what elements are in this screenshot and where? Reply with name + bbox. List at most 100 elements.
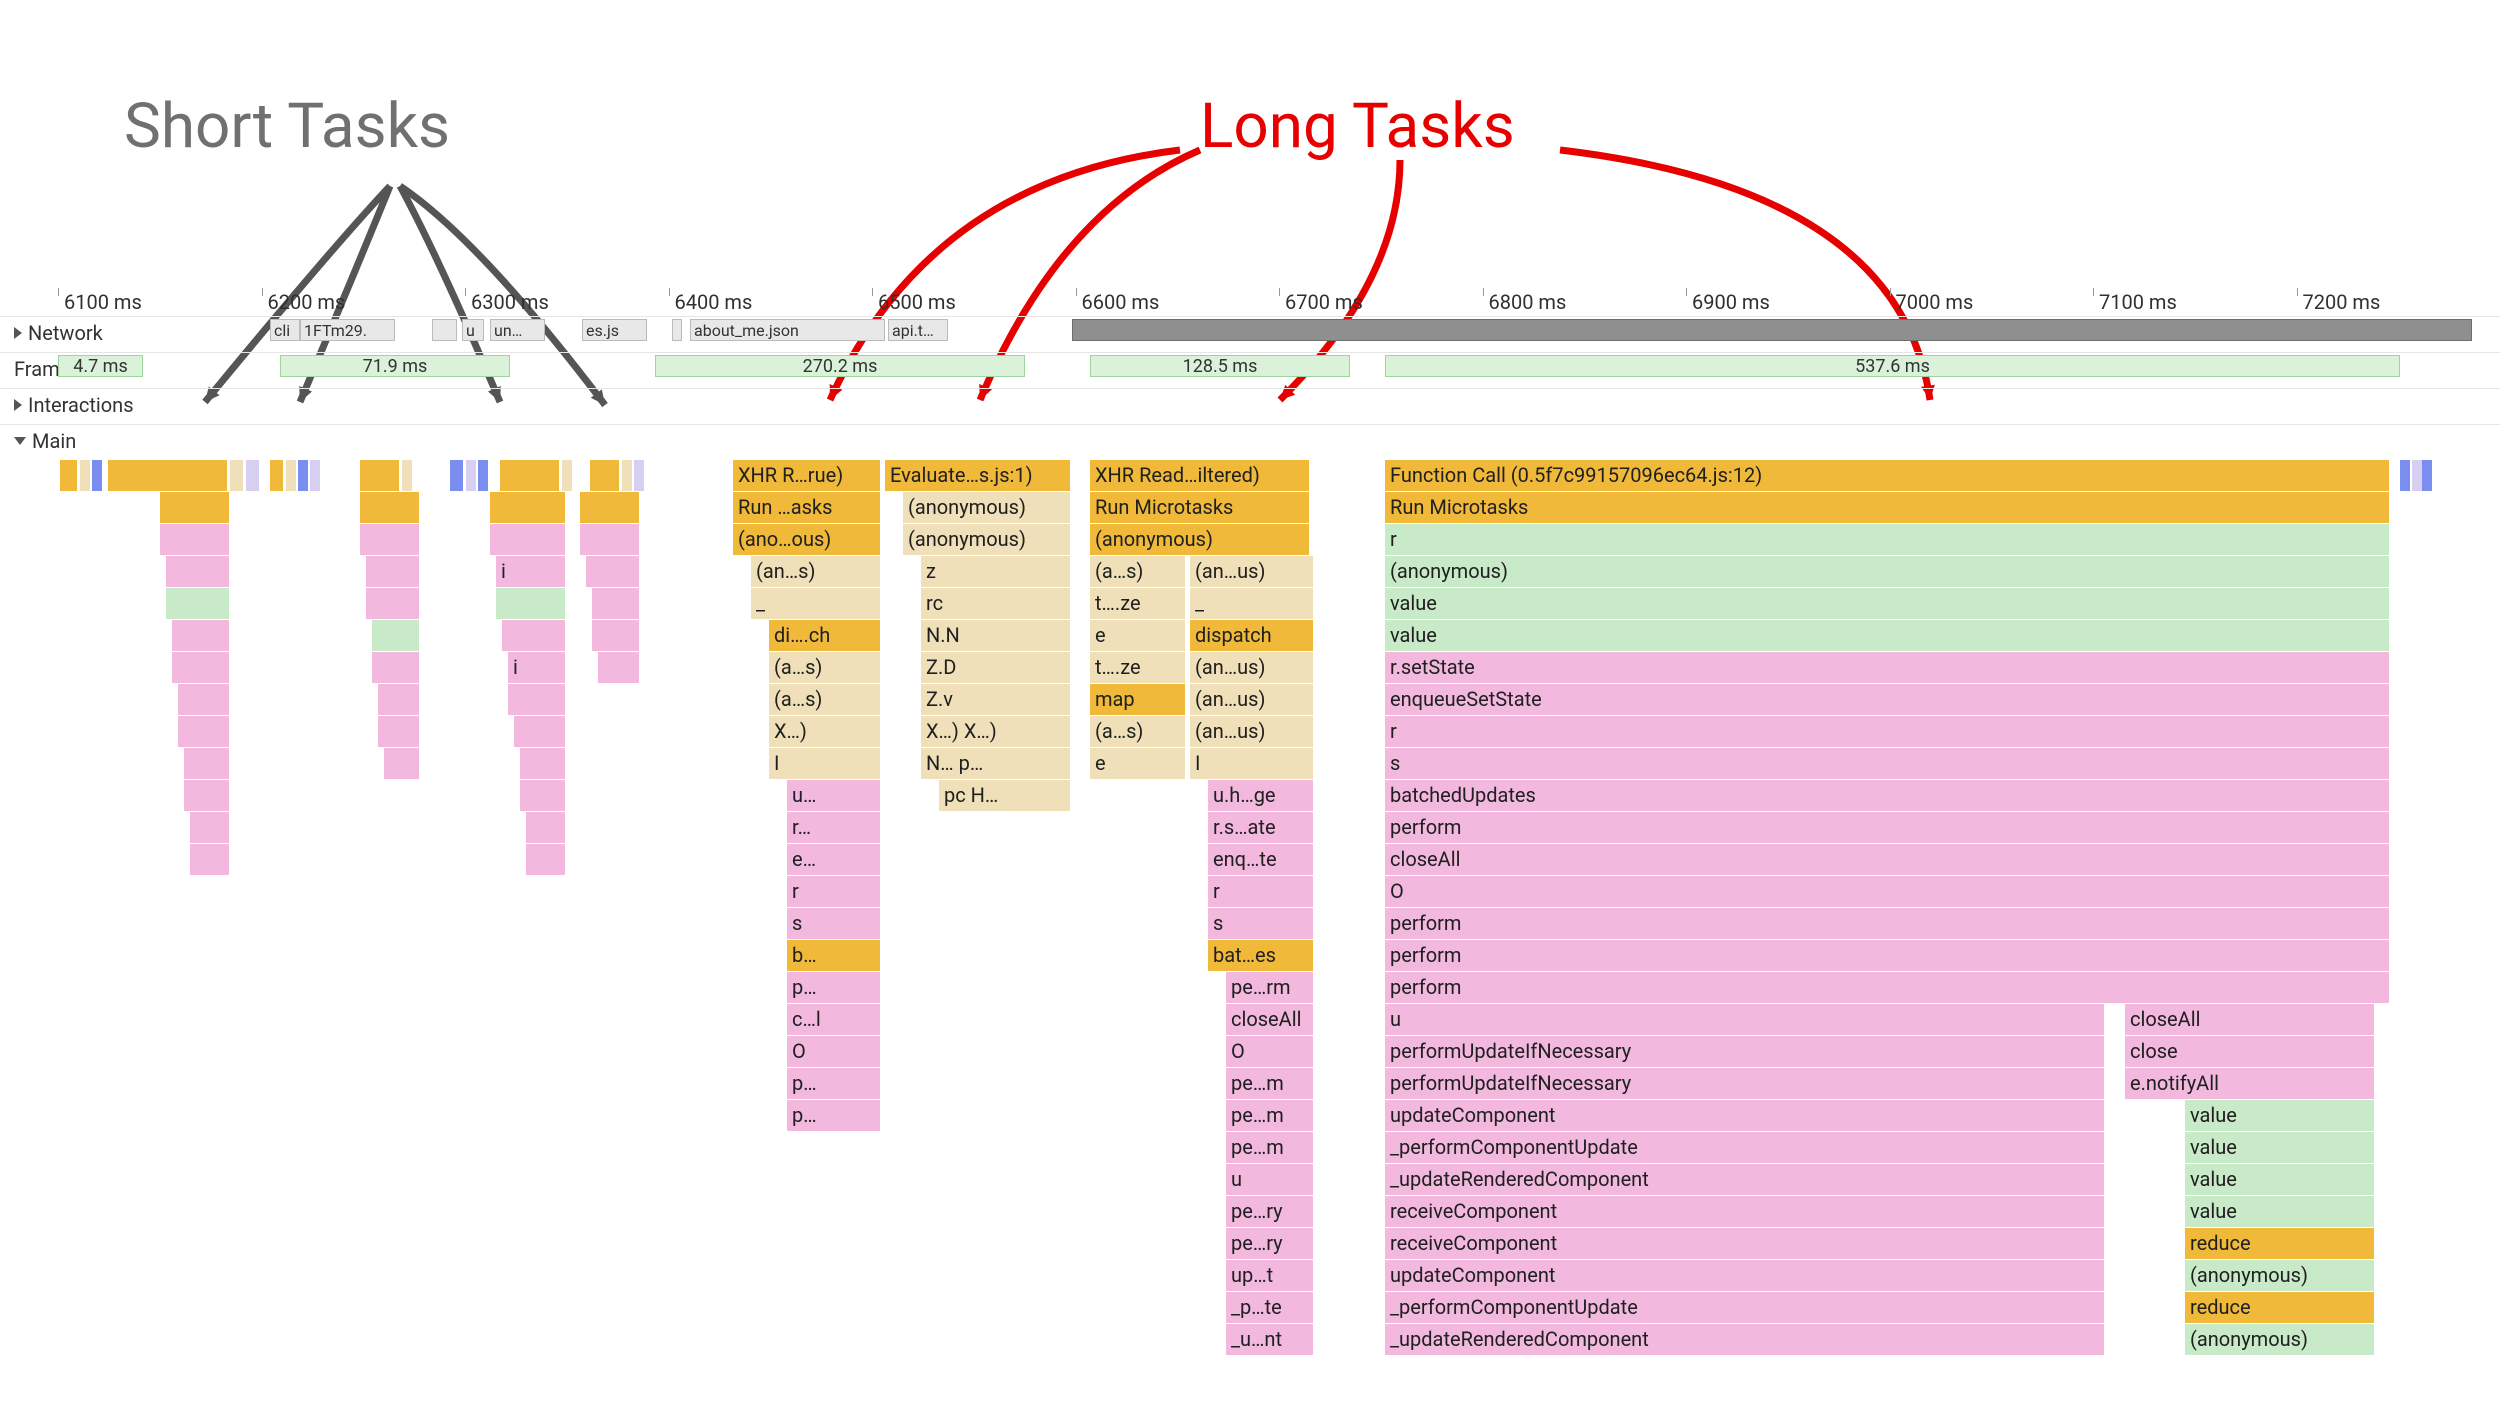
flame-cell[interactable] (360, 524, 420, 555)
flame-cell[interactable]: N… p… (921, 748, 1071, 779)
flame-cell[interactable]: O (1385, 876, 2390, 907)
flame-cell[interactable]: z (921, 556, 1071, 587)
flame-cell[interactable]: XHR R…rue) (733, 460, 881, 491)
flame-cell[interactable]: (a…s) (769, 652, 881, 683)
network-request[interactable]: es.js (582, 319, 647, 341)
flame-cell[interactable]: pc H… (939, 780, 1071, 811)
flame-cell[interactable] (520, 780, 566, 811)
flame-cell[interactable] (230, 460, 244, 491)
flame-cell[interactable]: pe…rm (1226, 972, 1314, 1003)
flame-cell[interactable] (508, 684, 566, 715)
flame-cell[interactable] (184, 748, 230, 779)
frame-bar[interactable]: 4.7 ms (58, 355, 143, 377)
flame-cell[interactable]: Z.v (921, 684, 1071, 715)
flame-cell[interactable] (590, 460, 620, 491)
flame-cell[interactable]: di….ch (769, 620, 881, 651)
flame-cell[interactable]: _updateRenderedComponent (1385, 1164, 2105, 1195)
flame-cell[interactable] (378, 716, 420, 747)
flame-cell[interactable] (402, 460, 413, 491)
flame-cell[interactable]: closeAll (1226, 1004, 1314, 1035)
flame-cell[interactable] (172, 652, 230, 683)
flame-cell[interactable]: up…t (1226, 1260, 1314, 1291)
lane-frames[interactable]: Frames 4.7 ms71.9 ms270.2 ms128.5 ms537.… (0, 352, 2500, 386)
flame-cell[interactable]: u.h…ge (1208, 780, 1314, 811)
flame-cell[interactable]: _updateRenderedComponent (1385, 1324, 2105, 1355)
flame-cell[interactable]: r.s…ate (1208, 812, 1314, 843)
flame-cell[interactable]: (an…us) (1190, 652, 1314, 683)
flame-cell[interactable]: Run …asks (733, 492, 881, 523)
flame-cell[interactable]: closeAll (1385, 844, 2390, 875)
network-request[interactable] (432, 319, 457, 341)
flame-cell[interactable] (586, 556, 640, 587)
flame-cell[interactable]: u (1385, 1004, 2105, 1035)
flame-cell[interactable]: updateComponent (1385, 1100, 2105, 1131)
flame-cell[interactable]: perform (1385, 908, 2390, 939)
frame-bar[interactable]: 270.2 ms (655, 355, 1025, 377)
flame-cell[interactable]: t….ze (1090, 588, 1186, 619)
flame-cell[interactable]: _u…nt (1226, 1324, 1314, 1355)
flame-cell[interactable]: pe…ry (1226, 1228, 1314, 1259)
flame-cell[interactable] (360, 492, 420, 523)
flame-cell[interactable]: Function Call (0.5f7c99157096ec64.js:12) (1385, 460, 2390, 491)
flame-cell[interactable]: r (1208, 876, 1314, 907)
flame-cell[interactable]: value (1385, 588, 2390, 619)
flame-cell[interactable]: value (1385, 620, 2390, 651)
network-request[interactable] (672, 319, 682, 341)
flame-cell[interactable] (500, 460, 560, 491)
flame-cell[interactable]: e… (787, 844, 881, 875)
flame-cell[interactable]: (ano…ous) (733, 524, 881, 555)
flame-cell[interactable]: e (1090, 620, 1186, 651)
flame-cell[interactable]: e.notifyAll (2125, 1068, 2375, 1099)
flame-cell[interactable]: enq…te (1208, 844, 1314, 875)
flame-cell[interactable]: (anonymous) (1090, 524, 1310, 555)
flame-cell[interactable] (490, 492, 566, 523)
flame-cell[interactable] (514, 716, 566, 747)
frame-bar[interactable]: 71.9 ms (280, 355, 510, 377)
flame-cell[interactable] (184, 780, 230, 811)
flame-cell[interactable] (286, 460, 297, 491)
flame-cell[interactable]: e (1090, 748, 1186, 779)
flame-cell[interactable] (108, 460, 228, 491)
flame-cell[interactable]: _performComponentUpdate (1385, 1292, 2105, 1323)
flame-cell[interactable]: _ (751, 588, 881, 619)
flame-cell[interactable] (372, 652, 420, 683)
flame-cell[interactable]: perform (1385, 940, 2390, 971)
flame-cell[interactable]: r… (787, 812, 881, 843)
network-request[interactable]: 1FTm29. (300, 319, 395, 341)
flame-cell[interactable] (172, 620, 230, 651)
flame-cell[interactable]: pe…m (1226, 1132, 1314, 1163)
flame-cell[interactable]: I (769, 748, 881, 779)
flame-cell[interactable]: t….ze (1090, 652, 1186, 683)
flame-cell[interactable] (360, 460, 400, 491)
flame-cell[interactable]: _performComponentUpdate (1385, 1132, 2105, 1163)
flame-cell[interactable] (160, 492, 230, 523)
flame-cell[interactable] (496, 588, 566, 619)
flame-cell[interactable]: X…) X…) (921, 716, 1071, 747)
flame-cell[interactable]: r (1385, 524, 2390, 555)
flame-cell[interactable] (2400, 460, 2411, 491)
flame-cell[interactable]: s (1208, 908, 1314, 939)
flame-cell[interactable]: p… (787, 1100, 881, 1131)
flame-cell[interactable] (190, 812, 230, 843)
flame-cell[interactable] (178, 684, 230, 715)
flame-cell[interactable] (634, 460, 645, 491)
flame-cell[interactable]: p… (787, 1068, 881, 1099)
frame-bar[interactable]: 128.5 ms (1090, 355, 1350, 377)
flame-cell[interactable]: r.setState (1385, 652, 2390, 683)
flame-cell[interactable]: updateComponent (1385, 1260, 2105, 1291)
flame-cell[interactable] (450, 460, 464, 491)
network-request[interactable] (1072, 319, 2472, 341)
flame-cell[interactable] (166, 556, 230, 587)
flame-cell[interactable] (2422, 460, 2433, 491)
flame-cell[interactable]: receiveComponent (1385, 1228, 2105, 1259)
flame-cell[interactable]: b… (787, 940, 881, 971)
flame-cell[interactable]: value (2185, 1196, 2375, 1227)
flame-cell[interactable] (520, 748, 566, 779)
flame-cell[interactable]: N.N (921, 620, 1071, 651)
flame-cell[interactable]: XHR Read…iltered) (1090, 460, 1310, 491)
flame-cell[interactable] (562, 460, 573, 491)
flame-cell[interactable]: (a…s) (1090, 716, 1186, 747)
lane-main[interactable]: Main (0, 424, 2500, 458)
flame-cell[interactable] (490, 524, 566, 555)
flame-cell[interactable] (384, 748, 420, 779)
